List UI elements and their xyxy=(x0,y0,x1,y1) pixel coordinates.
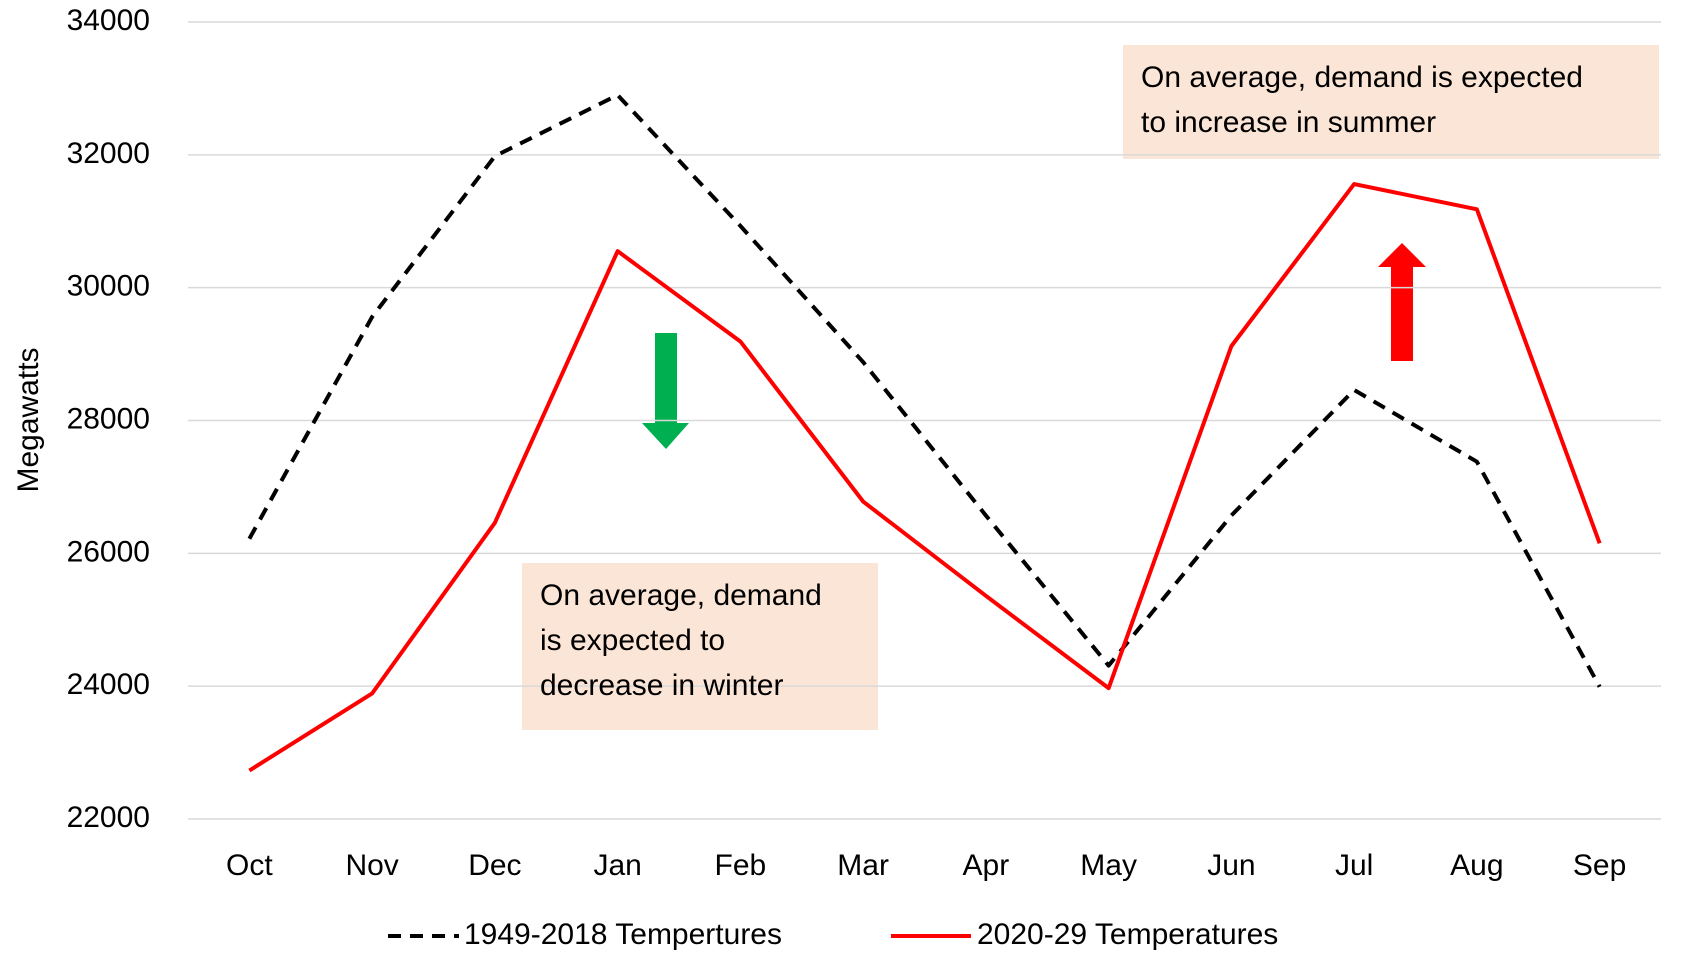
annotation-text: decrease in winter xyxy=(540,669,783,702)
data-line xyxy=(247,93,1602,688)
annotation-box xyxy=(1123,45,1659,159)
x-tick-label: Nov xyxy=(345,849,398,882)
legend-label: 2020-29 Temperatures xyxy=(977,918,1278,951)
annotation-text: is expected to xyxy=(540,624,725,657)
y-tick-label: 30000 xyxy=(67,270,150,303)
legend-label: 1949-2018 Tempertures xyxy=(464,918,782,951)
y-tick-label: 28000 xyxy=(67,402,150,435)
x-tick-label: Mar xyxy=(837,849,889,882)
x-tick-label: Aug xyxy=(1450,849,1503,882)
annotation-text: On average, demand xyxy=(540,579,822,612)
up-arrow xyxy=(1378,243,1426,361)
annotation-text: On average, demand is expected xyxy=(1141,61,1583,94)
x-tick-label: Sep xyxy=(1573,849,1626,882)
x-tick-label: Jul xyxy=(1335,849,1373,882)
x-tick-label: Feb xyxy=(715,849,767,882)
data-line xyxy=(248,182,1602,773)
x-tick-label: Oct xyxy=(226,849,273,882)
down-arrow xyxy=(642,333,689,449)
y-tick-label: 24000 xyxy=(67,668,150,701)
x-tick-label: Jan xyxy=(593,849,641,882)
y-axis-label: Megawatts xyxy=(12,347,45,492)
y-tick-label: 22000 xyxy=(67,801,150,834)
y-tick-label: 32000 xyxy=(67,137,150,170)
annotation-box xyxy=(522,563,878,730)
y-tick-label: 26000 xyxy=(67,535,150,568)
annotation-text: to increase in summer xyxy=(1141,106,1436,139)
x-tick-label: Apr xyxy=(963,849,1010,882)
x-tick-label: Jun xyxy=(1207,849,1255,882)
x-tick-label: Dec xyxy=(468,849,521,882)
x-tick-label: May xyxy=(1080,849,1137,882)
y-tick-label: 34000 xyxy=(67,4,150,37)
